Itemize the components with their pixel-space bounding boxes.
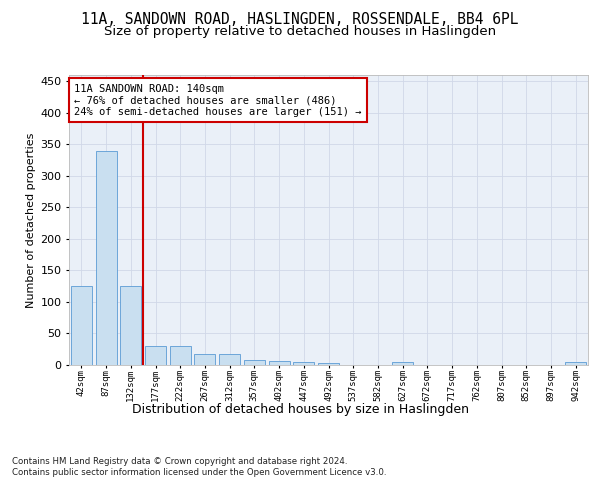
Text: 11A SANDOWN ROAD: 140sqm
← 76% of detached houses are smaller (486)
24% of semi-: 11A SANDOWN ROAD: 140sqm ← 76% of detach… <box>74 84 362 117</box>
Bar <box>145 346 166 365</box>
Text: Contains HM Land Registry data © Crown copyright and database right 2024.
Contai: Contains HM Land Registry data © Crown c… <box>12 458 386 477</box>
Text: Size of property relative to detached houses in Haslingden: Size of property relative to detached ho… <box>104 25 496 38</box>
Bar <box>565 362 586 365</box>
Bar <box>293 362 314 365</box>
Bar <box>269 360 290 365</box>
Bar <box>244 360 265 365</box>
Bar <box>120 286 141 365</box>
Bar <box>170 346 191 365</box>
Text: Distribution of detached houses by size in Haslingden: Distribution of detached houses by size … <box>131 402 469 415</box>
Bar <box>95 150 116 365</box>
Bar <box>219 354 240 365</box>
Bar <box>194 354 215 365</box>
Bar <box>392 362 413 365</box>
Y-axis label: Number of detached properties: Number of detached properties <box>26 132 36 308</box>
Bar <box>318 363 339 365</box>
Text: 11A, SANDOWN ROAD, HASLINGDEN, ROSSENDALE, BB4 6PL: 11A, SANDOWN ROAD, HASLINGDEN, ROSSENDAL… <box>81 12 519 28</box>
Bar <box>71 286 92 365</box>
